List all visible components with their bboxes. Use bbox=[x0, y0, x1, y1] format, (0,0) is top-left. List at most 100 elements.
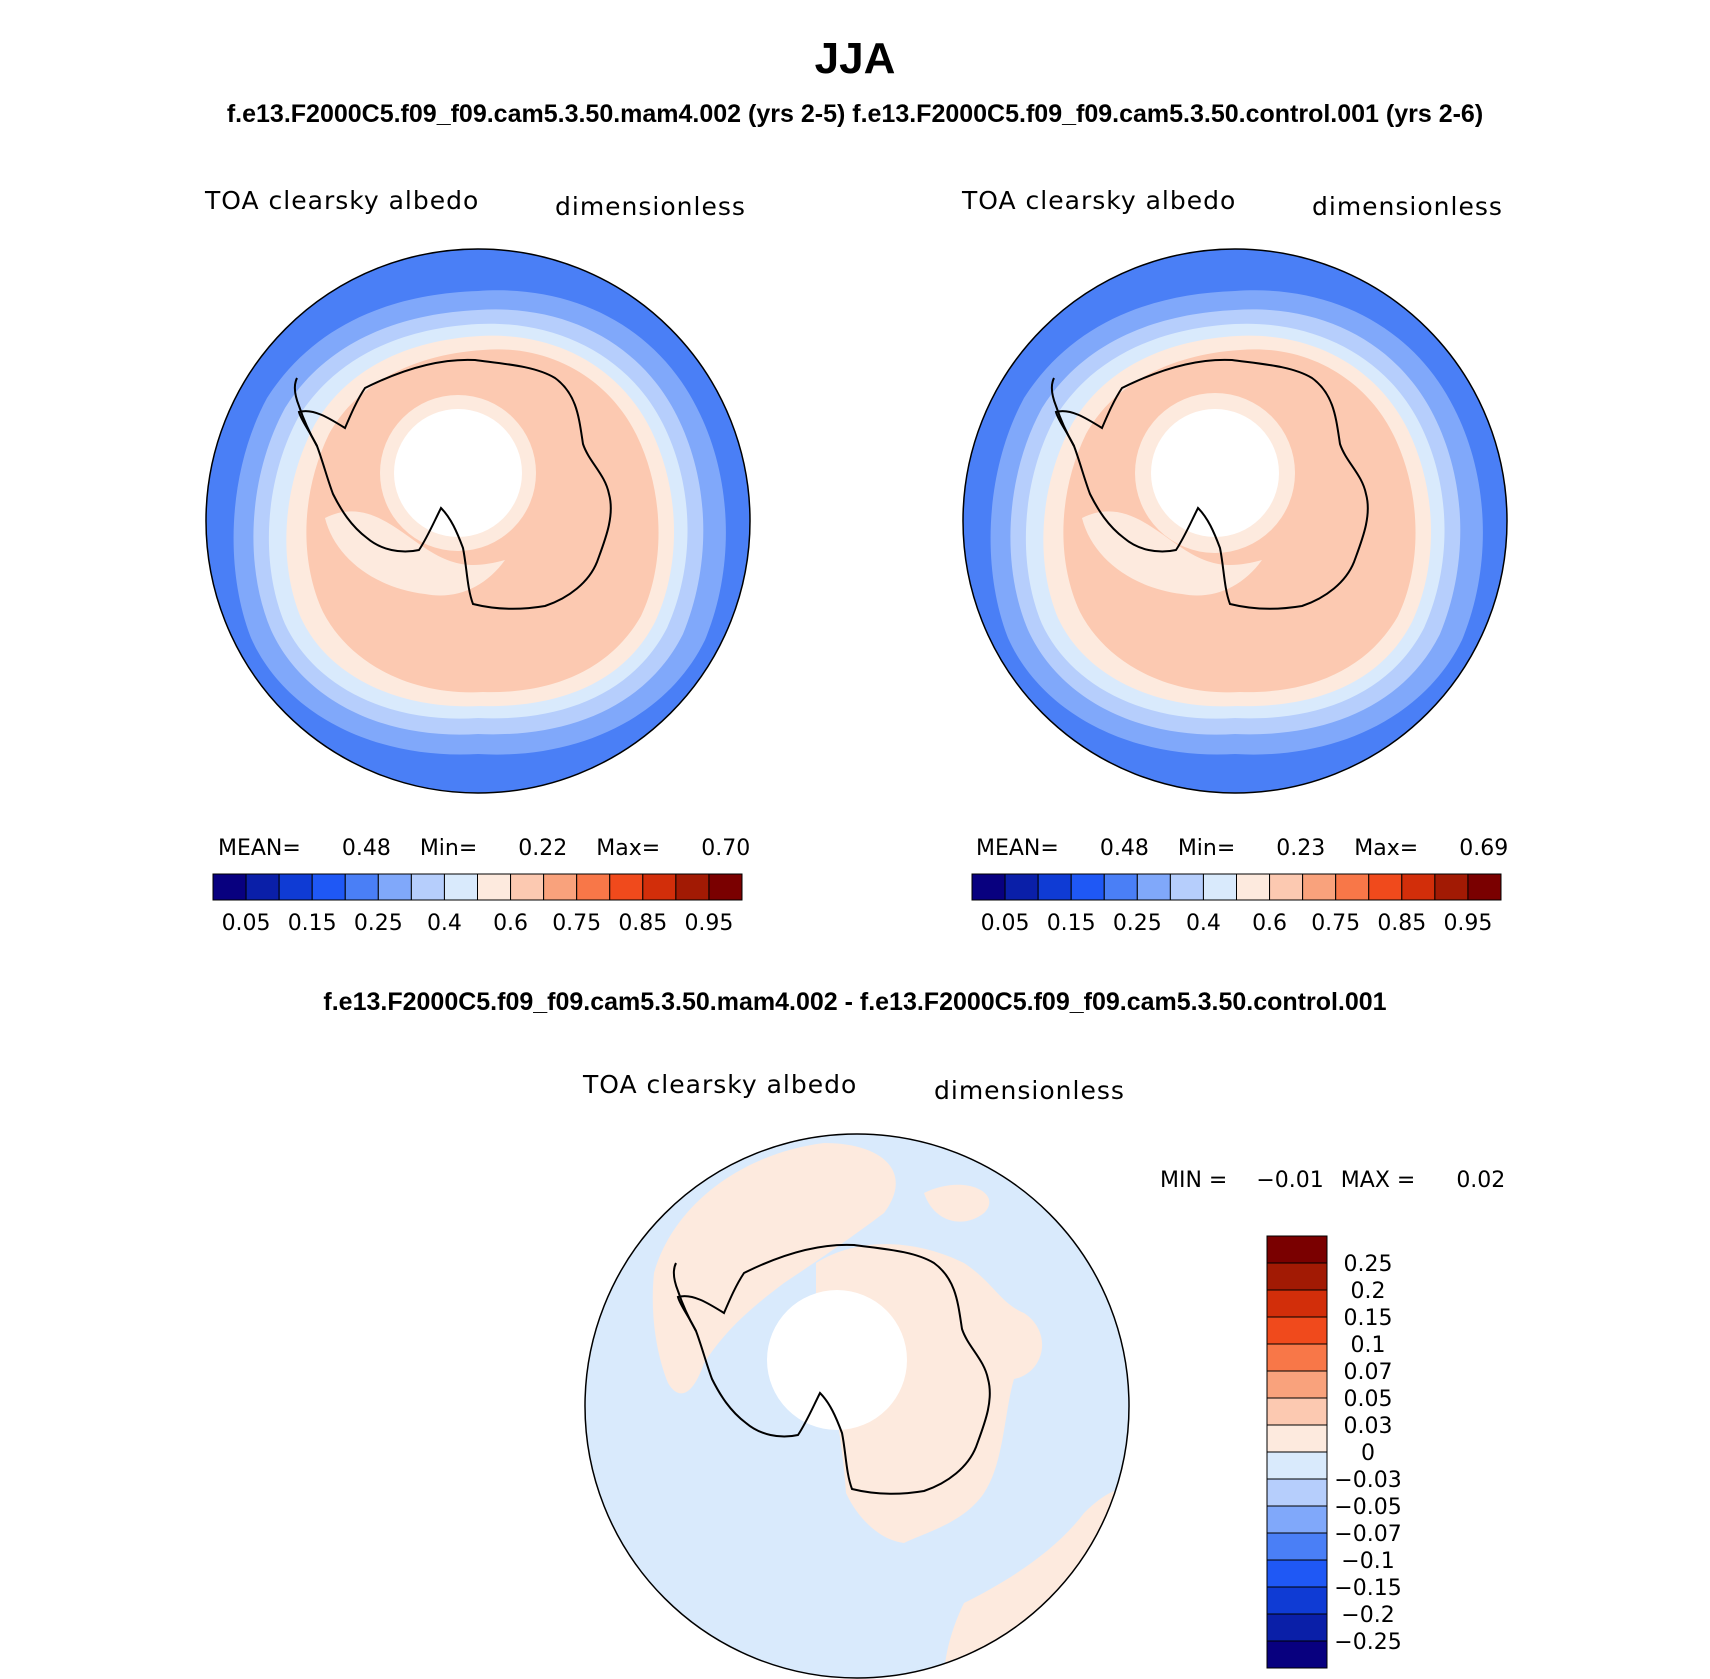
panel3-max-label: MAX = bbox=[1340, 1168, 1416, 1193]
panel1-colorbar-swatch bbox=[609, 873, 644, 901]
panel3-colorbar-swatch bbox=[1266, 1451, 1328, 1480]
panel1-colorbar-tick-label: 0.05 bbox=[222, 911, 271, 936]
panel1-colorbar-swatch bbox=[642, 873, 677, 901]
panel1-colorbar-swatch bbox=[543, 873, 578, 901]
panel3-colorbar-tick-label: −0.1 bbox=[1341, 1549, 1394, 1574]
panel3-colorbar-tick-label: −0.03 bbox=[1334, 1468, 1401, 1493]
panel3-colorbar-swatch bbox=[1266, 1343, 1328, 1372]
panel1-colorbar-swatch bbox=[311, 873, 346, 901]
panel2-colorbar-swatch bbox=[1103, 873, 1138, 901]
panel1-colorbar-swatch bbox=[510, 873, 545, 901]
panel2-min-label: Min= bbox=[1177, 836, 1236, 861]
panel2-colorbar-swatch bbox=[1467, 873, 1502, 901]
panel2-mean-value: 0.48 bbox=[1099, 836, 1149, 861]
panel2-variable-label: TOA clearsky albedo bbox=[962, 186, 1237, 215]
diff-subtitle: f.e13.F2000C5.f09_f09.cam5.3.50.mam4.002… bbox=[323, 988, 1387, 1016]
panel2-colorbar-swatch bbox=[1037, 873, 1072, 901]
panel2-colorbar-swatch bbox=[1269, 873, 1304, 901]
panel1-colorbar-swatch bbox=[410, 873, 445, 901]
panel3-polar-map bbox=[584, 1133, 1130, 1679]
panel2-colorbar-swatch bbox=[1335, 873, 1370, 901]
panel2-colorbar-swatch bbox=[1136, 873, 1171, 901]
panel1-map-border bbox=[205, 248, 751, 794]
panel1-colorbar-tick-label: 0.4 bbox=[427, 911, 462, 936]
panel2-colorbar-tick-label: 0.75 bbox=[1311, 911, 1360, 936]
panel3-stats: MIN = −0.01 MAX = 0.02 bbox=[1160, 1168, 1505, 1193]
panel3-colorbar-swatch bbox=[1266, 1397, 1328, 1426]
panel1-variable-label: TOA clearsky albedo bbox=[205, 186, 480, 215]
panel1-colorbar-swatch bbox=[344, 873, 379, 901]
panel2-polar-map bbox=[962, 248, 1508, 794]
panel1-colorbar-tick-label: 0.75 bbox=[552, 911, 601, 936]
panel3-colorbar-swatch bbox=[1266, 1424, 1328, 1453]
panel2-colorbar: 0.05 0.15 0.25 0.4 0.6 0.75 0.85 0.95 bbox=[971, 873, 1502, 936]
panel3-colorbar-swatch bbox=[1266, 1289, 1328, 1318]
panel1-colorbar-tick-label: 0.85 bbox=[618, 911, 667, 936]
panel1-min-label: Min= bbox=[419, 836, 478, 861]
panel2-colorbar-swatch bbox=[1202, 873, 1237, 901]
panel3-colorbar-swatch bbox=[1266, 1505, 1328, 1534]
panel3-colorbar-swatch bbox=[1266, 1235, 1328, 1264]
panel2-colorbar-tick-label: 0.05 bbox=[981, 911, 1030, 936]
panel3-colorbar-tick-label: −0.15 bbox=[1334, 1576, 1401, 1601]
panel3-colorbar-tick-label: 0.03 bbox=[1344, 1414, 1393, 1439]
panel3-colorbar: 0.250.20.150.10.070.050.030−0.03−0.05−0.… bbox=[1266, 1235, 1402, 1669]
panel3-colorbar-swatch bbox=[1266, 1532, 1328, 1561]
panel2-colorbar-swatch bbox=[1004, 873, 1039, 901]
panel3-colorbar-swatch bbox=[1266, 1559, 1328, 1588]
panel1-polar-map bbox=[205, 248, 751, 794]
panel2-max-value: 0.69 bbox=[1459, 836, 1509, 861]
panel3-colorbar-swatch bbox=[1266, 1478, 1328, 1507]
panel1-colorbar-swatch bbox=[245, 873, 280, 901]
panel3-colorbar-swatch bbox=[1266, 1316, 1328, 1345]
panel2-colorbar-swatch bbox=[1434, 873, 1469, 901]
panel3-colorbar-tick-label: 0.25 bbox=[1344, 1252, 1393, 1277]
panel1-mean-value: 0.48 bbox=[341, 836, 391, 861]
panel3-colorbar-tick-label: −0.2 bbox=[1341, 1603, 1394, 1628]
panel2-max-label: Max= bbox=[1354, 836, 1419, 861]
panel1-stats: MEAN= 0.48 Min= 0.22 Max= 0.70 bbox=[218, 836, 750, 861]
panel2-mean-label: MEAN= bbox=[976, 836, 1059, 861]
panel3-colorbar-swatch bbox=[1266, 1370, 1328, 1399]
pole-hole bbox=[394, 409, 522, 537]
panel3-variable-label: TOA clearsky albedo bbox=[583, 1070, 858, 1099]
panel1-colorbar-tick-label: 0.15 bbox=[288, 911, 337, 936]
panel2-units-label: dimensionless bbox=[1312, 192, 1503, 221]
panel1-max-label: Max= bbox=[596, 836, 661, 861]
panel1-colorbar: 0.05 0.15 0.25 0.4 0.6 0.75 0.85 0.95 bbox=[212, 873, 743, 936]
panel1-colorbar-tick-label: 0.25 bbox=[354, 911, 403, 936]
panel2-colorbar-swatch bbox=[1302, 873, 1337, 901]
panel3-max-value: 0.02 bbox=[1456, 1168, 1506, 1193]
panel1-colorbar-swatch bbox=[377, 873, 412, 901]
panel1-colorbar-tick-label: 0.6 bbox=[493, 911, 528, 936]
panel2-colorbar-tick-label: 0.6 bbox=[1252, 911, 1287, 936]
panel2-colorbar-tick-label: 0.85 bbox=[1377, 911, 1426, 936]
panel2-colorbar-swatch bbox=[1169, 873, 1204, 901]
peninsula-outline bbox=[293, 377, 318, 447]
panel2-min-value: 0.23 bbox=[1276, 836, 1326, 861]
panel1-max-value: 0.70 bbox=[701, 836, 751, 861]
panel2-colorbar-swatch bbox=[1368, 873, 1403, 901]
panel1-colorbar-swatch bbox=[278, 873, 313, 901]
panel1-colorbar-swatch bbox=[576, 873, 611, 901]
panel2-colorbar-swatch bbox=[1236, 873, 1271, 901]
panel3-colorbar-tick-label: 0.07 bbox=[1344, 1360, 1393, 1385]
panel2-colorbar-swatch bbox=[971, 873, 1006, 901]
panel3-colorbar-tick-label: 0.1 bbox=[1351, 1333, 1386, 1358]
panel1-min-value: 0.22 bbox=[518, 836, 568, 861]
panel1-mean-label: MEAN= bbox=[218, 836, 301, 861]
ice-shelf-light bbox=[325, 511, 505, 596]
panel2-stats: MEAN= 0.48 Min= 0.23 Max= 0.69 bbox=[976, 836, 1508, 861]
panel2-colorbar-tick-label: 0.25 bbox=[1113, 911, 1162, 936]
panel3-colorbar-tick-label: 0.15 bbox=[1344, 1306, 1393, 1331]
panel1-colorbar-swatch bbox=[708, 873, 743, 901]
panel1-units-label: dimensionless bbox=[555, 192, 746, 221]
panel2-colorbar-swatch bbox=[1070, 873, 1105, 901]
panel3-colorbar-swatch bbox=[1266, 1640, 1328, 1669]
panel3-colorbar-swatch bbox=[1266, 1262, 1328, 1291]
panel3-min-value: −0.01 bbox=[1256, 1168, 1324, 1193]
top-subtitle: f.e13.F2000C5.f09_f09.cam5.3.50.mam4.002… bbox=[226, 100, 1484, 128]
panel2-colorbar-swatch bbox=[1401, 873, 1436, 901]
panel3-colorbar-tick-label: 0 bbox=[1361, 1441, 1375, 1466]
panel2-colorbar-tick-label: 0.15 bbox=[1047, 911, 1096, 936]
